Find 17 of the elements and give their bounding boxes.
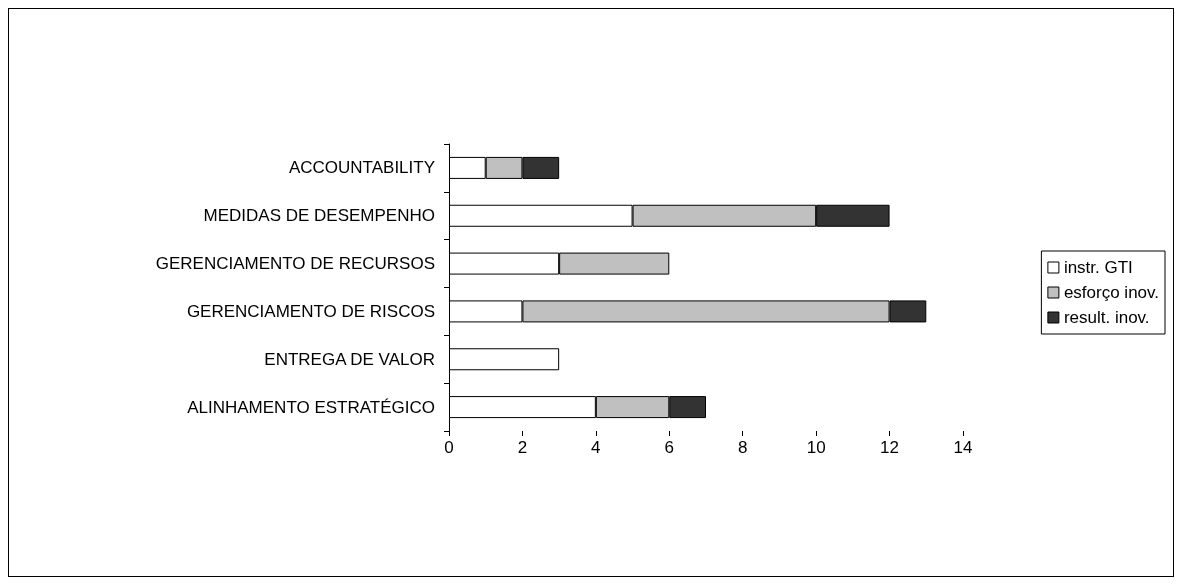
y-tick-label: GERENCIAMENTO DE RISCOS bbox=[186, 301, 435, 321]
legend-label: result. inov. bbox=[1063, 308, 1150, 327]
x-tick-label: 14 bbox=[953, 438, 973, 457]
y-tick-label: ACCOUNTABILITY bbox=[288, 158, 435, 178]
legend-label: esforço inov. bbox=[1063, 283, 1160, 302]
x-tick-label: 8 bbox=[737, 438, 748, 457]
legend-label: instr. GTI bbox=[1063, 258, 1133, 277]
x-tick-label: 0 bbox=[444, 438, 454, 457]
x-tick-label: 10 bbox=[806, 438, 826, 457]
y-tick-label: ENTREGA DE VALOR bbox=[264, 349, 435, 369]
x-tick-label: 12 bbox=[880, 438, 900, 457]
y-tick-label: GERENCIAMENTO DE RECURSOS bbox=[155, 254, 435, 274]
x-tick-label: 6 bbox=[664, 438, 675, 457]
y-tick-label: MEDIDAS DE DESEMPENHO bbox=[203, 206, 435, 226]
y-tick-label: ALINHAMENTO ESTRATÉGICO bbox=[187, 397, 435, 417]
x-tick-label: 4 bbox=[591, 438, 601, 457]
x-tick-label: 2 bbox=[517, 438, 528, 457]
